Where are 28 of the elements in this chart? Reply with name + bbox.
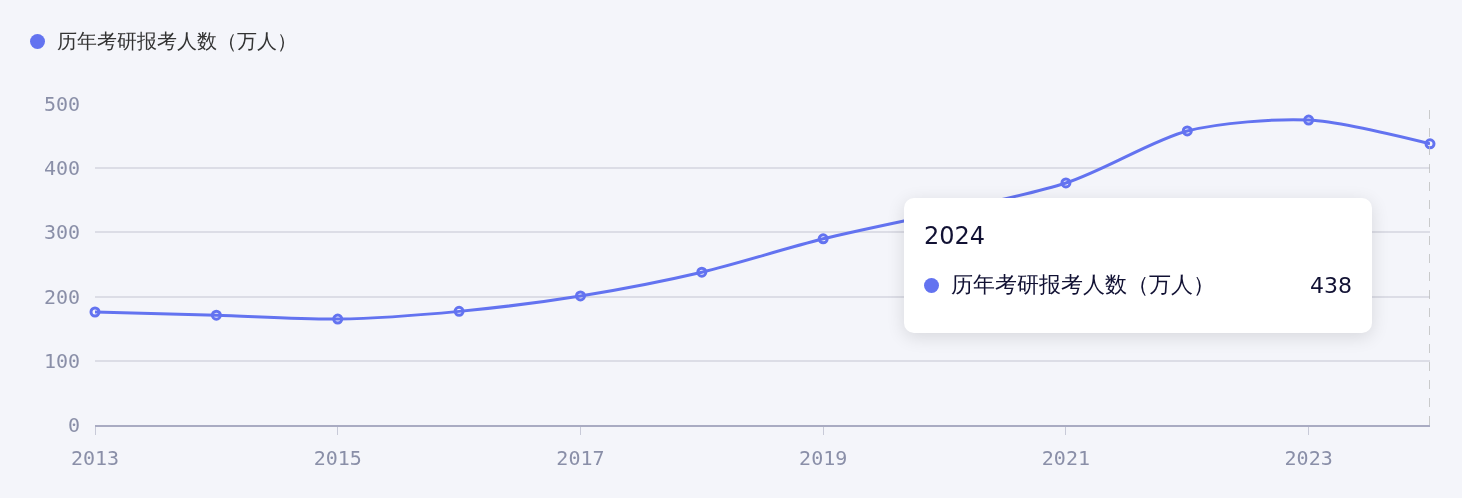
point xyxy=(332,313,344,325)
annotation: 438 xyxy=(1310,272,1352,298)
point xyxy=(1181,125,1193,137)
point xyxy=(210,309,222,321)
y-tick-label: 100 xyxy=(43,348,80,373)
y-tick-label: 400 xyxy=(43,156,80,181)
x-tick-label: 2019 xyxy=(799,445,848,470)
point xyxy=(1303,114,1315,126)
x-tick-label: 2021 xyxy=(1041,445,1090,470)
annotation: 历年考研报考人数（万人） xyxy=(951,271,1215,299)
point xyxy=(1424,138,1436,150)
y-tick-label: 500 xyxy=(43,92,80,116)
point xyxy=(1060,177,1072,189)
legend-label: 历年考研报考人数（万人） xyxy=(57,28,297,55)
x-tick-label: 2013 xyxy=(70,445,120,470)
tooltip-card: 2024 历年考研报考人数（万人） 438 xyxy=(904,198,1372,333)
x-tick-label: 2023 xyxy=(1284,445,1333,470)
x-tick-label: 2015 xyxy=(313,445,362,470)
y-tick-label: 200 xyxy=(43,284,80,309)
y-tick-label: 0 xyxy=(67,413,80,437)
point xyxy=(89,306,101,318)
point xyxy=(817,233,829,245)
annotation: 2024 xyxy=(924,222,987,250)
y-tick-label: 300 xyxy=(43,220,80,245)
point xyxy=(696,266,708,278)
point xyxy=(453,305,465,317)
point xyxy=(574,290,586,302)
x-tick-label: 2017 xyxy=(556,445,605,470)
